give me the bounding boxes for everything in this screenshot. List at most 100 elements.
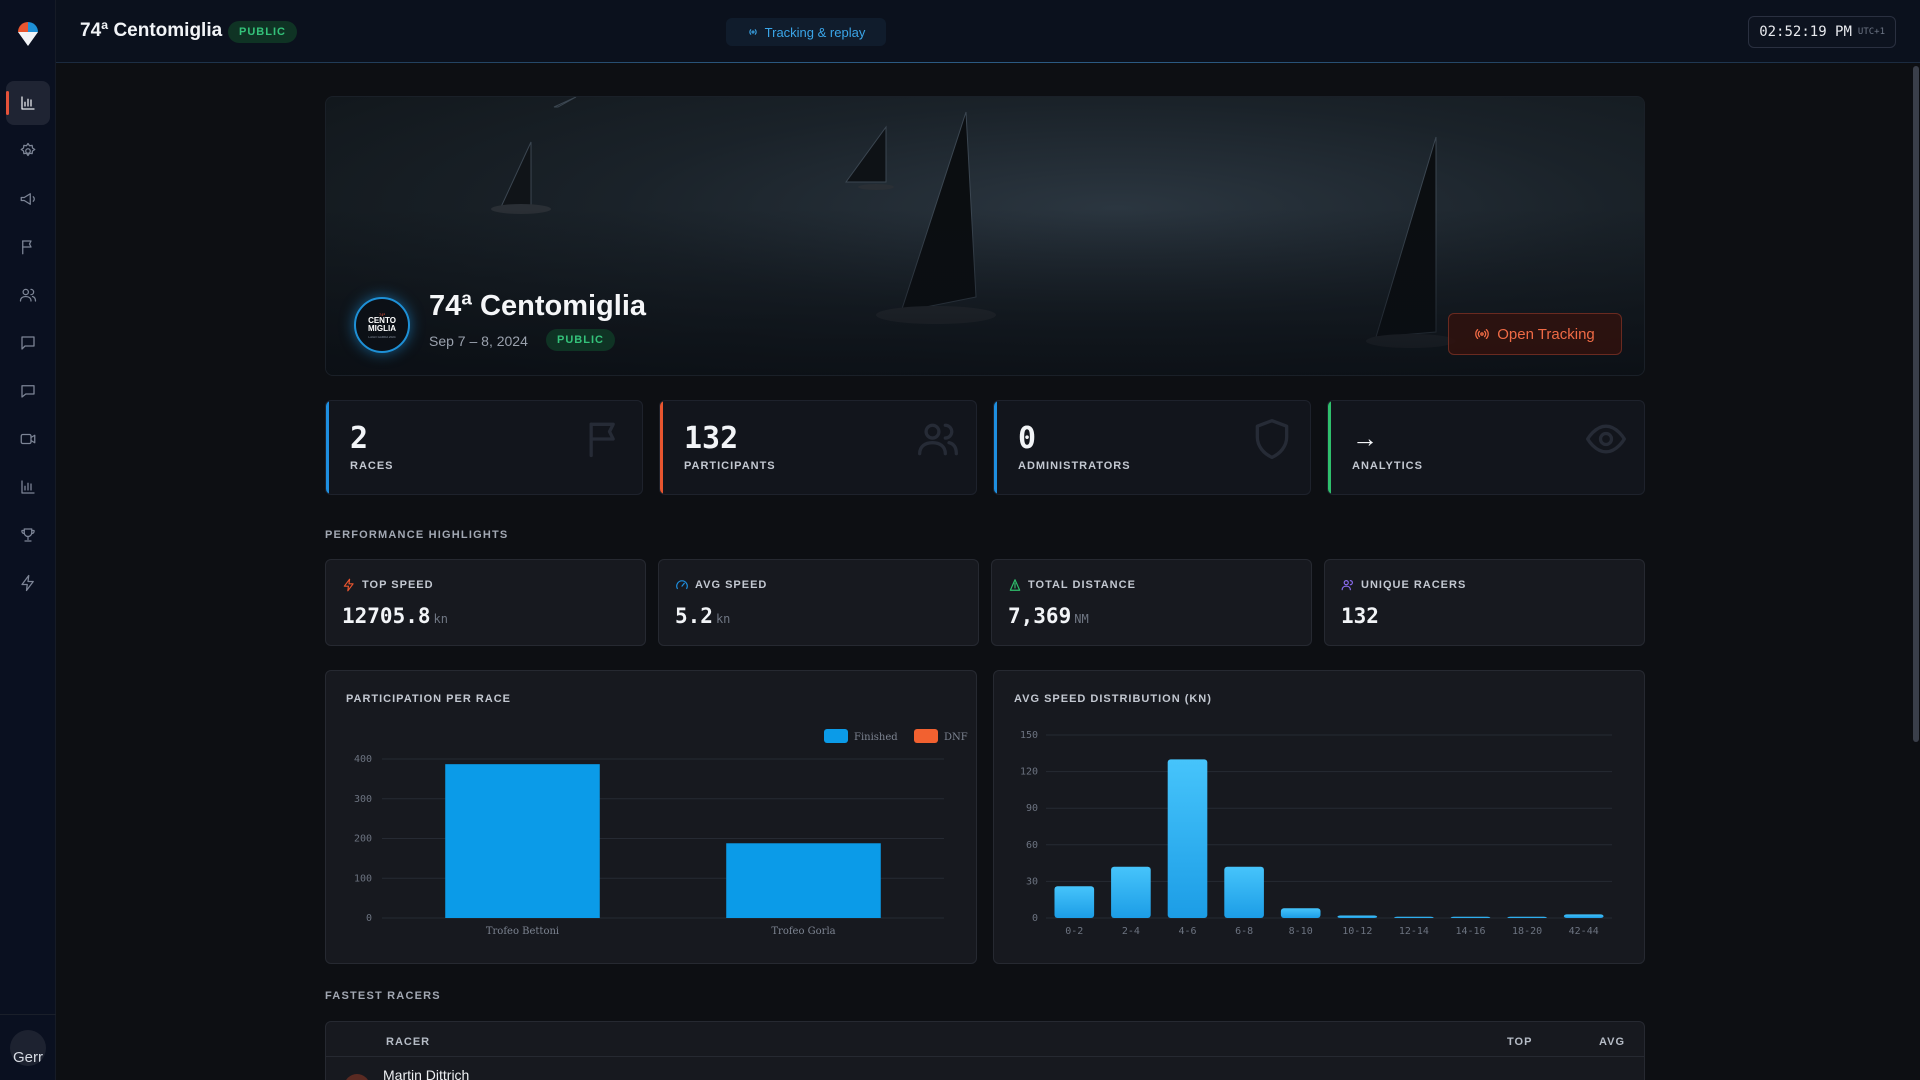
sidebar-item-chat[interactable] bbox=[6, 321, 50, 365]
legend-swatch bbox=[824, 729, 848, 743]
sidebar-item-results[interactable] bbox=[6, 513, 50, 557]
sidebar-item-announcements[interactable] bbox=[6, 177, 50, 221]
user-avatar[interactable]: Gerr bbox=[10, 1030, 46, 1066]
y-tick-label: 90 bbox=[1026, 803, 1038, 814]
flag-icon bbox=[582, 417, 626, 461]
event-logo: 74ª CENTO MIGLIA LAGO GARDA 2024 bbox=[354, 297, 410, 353]
sidebar-item-settings[interactable] bbox=[6, 129, 50, 173]
users-icon bbox=[1341, 580, 1353, 591]
scrollbar-thumb[interactable] bbox=[1913, 66, 1919, 742]
highlight-top-speed: TOP SPEED 12705.8 kn bbox=[325, 559, 646, 646]
stat-card-participants[interactable]: 132 PARTICIPANTS bbox=[659, 400, 977, 495]
stat-card-administrators[interactable]: 0 ADMINISTRATORS bbox=[993, 400, 1311, 495]
bar-speed-bin bbox=[1394, 916, 1434, 918]
legend-swatch bbox=[914, 729, 938, 743]
bar-chart-icon bbox=[21, 96, 35, 110]
speed-distribution-chart: 0 30 60 90 120 150 0-2 2-4 4-6 6-8 8-10 10-12 12-14 1… bbox=[1020, 730, 1612, 937]
legend-label: DNF bbox=[944, 732, 968, 743]
hero-shade bbox=[326, 97, 1644, 375]
hero-title: 74ª Centomiglia bbox=[429, 290, 647, 322]
broadcast-icon bbox=[748, 29, 757, 35]
x-tick-label: 14-16 bbox=[1455, 926, 1485, 937]
sidebar-item-participants[interactable] bbox=[6, 273, 50, 317]
gear-icon bbox=[20, 142, 36, 157]
event-dates: Sep 7 – 8, 2024 bbox=[429, 333, 528, 349]
sidebar-item-dashboard[interactable] bbox=[6, 81, 50, 125]
stat-card-races[interactable]: 2 RACES bbox=[325, 400, 643, 495]
top-bar: 74ª Centomiglia PUBLIC Tracking & replay… bbox=[56, 0, 1920, 63]
event-hero-banner: 74ª CENTO MIGLIA LAGO GARDA 2024 74ª Cen… bbox=[325, 96, 1645, 376]
y-tick-label: 200 bbox=[354, 834, 372, 845]
video-icon bbox=[20, 433, 36, 445]
trophy-icon bbox=[21, 528, 35, 542]
clock-timezone: UTC+1 bbox=[1857, 27, 1885, 37]
stat-card-analytics[interactable]: → ANALYTICS bbox=[1327, 400, 1645, 495]
bar-speed-bin bbox=[1167, 759, 1208, 918]
stat-accent bbox=[660, 401, 663, 494]
column-header-racer[interactable]: RACER bbox=[386, 1036, 431, 1048]
hero-status-badge: PUBLIC bbox=[546, 329, 615, 351]
highlight-value: 132 bbox=[1341, 604, 1379, 628]
bar-speed-bin bbox=[1507, 916, 1547, 918]
sidebar-item-messages[interactable] bbox=[6, 369, 50, 413]
column-header-avg[interactable]: AVG bbox=[1599, 1036, 1626, 1048]
x-tick-label: 8-10 bbox=[1289, 926, 1313, 937]
chart-avg-speed-distribution: AVG SPEED DISTRIBUTION (KN) 0 30 60 90 120 15… bbox=[993, 670, 1645, 964]
arrow-right-icon: → bbox=[1352, 423, 1378, 453]
x-tick-label: 12-14 bbox=[1399, 926, 1429, 937]
eye-icon bbox=[1584, 417, 1628, 461]
sidebar-item-live[interactable] bbox=[6, 561, 50, 605]
gauge-icon bbox=[676, 580, 688, 590]
users-icon bbox=[19, 288, 37, 302]
highlight-value: 12705.8 bbox=[342, 604, 431, 628]
sidebar-divider bbox=[0, 1014, 56, 1015]
column-header-top[interactable]: TOP bbox=[1507, 1036, 1533, 1048]
sidebar-item-races[interactable] bbox=[6, 225, 50, 269]
bar-speed-bin bbox=[1224, 866, 1264, 918]
megaphone-icon bbox=[20, 193, 35, 205]
x-tick-label: 0-2 bbox=[1065, 926, 1083, 937]
chart-title: PARTICIPATION PER RACE bbox=[346, 693, 512, 705]
legend-label: Finished bbox=[854, 732, 898, 743]
users-icon bbox=[916, 417, 960, 461]
x-tick-label: 4-6 bbox=[1178, 926, 1196, 937]
x-tick-label: Trofeo Bettoni bbox=[486, 926, 559, 937]
racer-name: Martin Dittrich bbox=[383, 1067, 470, 1080]
sidebar-item-video[interactable] bbox=[6, 417, 50, 461]
bolt-icon bbox=[21, 574, 34, 592]
y-tick-label: 100 bbox=[354, 873, 372, 884]
x-tick-label: 42-44 bbox=[1569, 926, 1599, 937]
x-tick-label: 18-20 bbox=[1512, 926, 1542, 937]
section-title-fastest-racers: FASTEST RACERS bbox=[325, 990, 441, 1002]
bar-speed-bin bbox=[1337, 915, 1378, 918]
flag-icon bbox=[22, 240, 32, 255]
highlight-unique-racers: UNIQUE RACERS 132 bbox=[1324, 559, 1645, 646]
chart-title: AVG SPEED DISTRIBUTION (KN) bbox=[1014, 693, 1212, 705]
highlight-avg-speed: AVG SPEED 5.2 kn bbox=[658, 559, 979, 646]
open-tracking-button[interactable]: Open Tracking bbox=[1448, 313, 1622, 355]
app-logo[interactable] bbox=[14, 20, 42, 48]
x-tick-label: Trofeo Gorla bbox=[771, 926, 835, 937]
stat-label: ANALYTICS bbox=[1352, 460, 1423, 472]
status-badge: PUBLIC bbox=[228, 21, 297, 43]
y-tick-label: 150 bbox=[1020, 730, 1038, 741]
bar-speed-bin bbox=[1280, 908, 1321, 918]
tracking-replay-link[interactable]: Tracking & replay bbox=[726, 18, 886, 46]
fastest-racers-table: RACER TOP AVG Martin Dittrich bbox=[325, 1021, 1645, 1080]
highlight-total-distance: TOTAL DISTANCE 7,369 NM bbox=[991, 559, 1312, 646]
broadcast-icon bbox=[1475, 328, 1489, 340]
bar-speed-bin bbox=[1563, 914, 1604, 918]
shield-icon bbox=[1250, 417, 1294, 461]
x-tick-label: 2-4 bbox=[1122, 926, 1140, 937]
stat-accent bbox=[1328, 401, 1331, 494]
stat-label: RACES bbox=[350, 460, 394, 472]
sidebar-item-analytics[interactable] bbox=[6, 465, 50, 509]
y-tick-label: 400 bbox=[354, 754, 372, 765]
event-title: 74ª Centomiglia bbox=[80, 20, 223, 41]
stat-value: 132 bbox=[684, 421, 739, 456]
message-icon bbox=[21, 385, 35, 398]
stat-label: ADMINISTRATORS bbox=[1018, 460, 1131, 472]
route-icon bbox=[1009, 579, 1021, 591]
bar-finished bbox=[445, 764, 600, 918]
clock: 02:52:19 PM UTC+1 bbox=[1748, 16, 1896, 48]
